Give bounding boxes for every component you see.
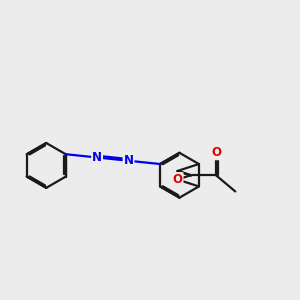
Text: N: N — [124, 154, 134, 167]
Text: N: N — [92, 151, 102, 164]
Text: O: O — [172, 173, 182, 186]
Text: O: O — [211, 146, 221, 159]
